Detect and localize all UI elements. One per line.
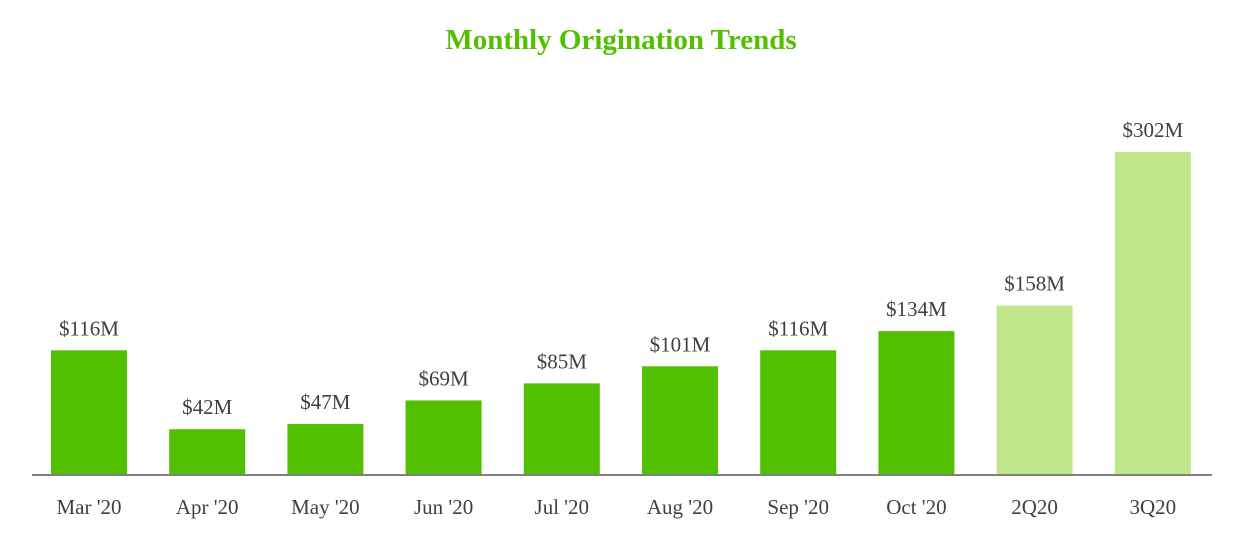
data-label: $116M <box>59 316 119 340</box>
data-label: $69M <box>419 366 470 390</box>
bar <box>642 366 718 474</box>
data-label: $134M <box>886 297 947 321</box>
data-label: $42M <box>182 395 233 419</box>
bar <box>169 429 246 474</box>
x-tick-label: 3Q20 <box>1129 495 1176 519</box>
bar <box>1114 152 1191 474</box>
x-tick-label: Jul '20 <box>535 495 590 519</box>
data-label: $302M <box>1122 118 1183 142</box>
data-label: $116M <box>768 316 828 340</box>
x-tick-label: 2Q20 <box>1011 495 1058 519</box>
x-tick-label: Sep '20 <box>767 495 829 519</box>
bar <box>523 383 600 474</box>
bar <box>287 423 364 474</box>
bar <box>405 400 482 474</box>
data-label: $85M <box>537 349 588 373</box>
data-label: $47M <box>300 390 351 414</box>
x-tick-label: Oct '20 <box>886 495 946 519</box>
x-tick-label: Aug '20 <box>647 495 713 519</box>
x-tick-label: May '20 <box>291 495 360 519</box>
x-tick-label: Mar '20 <box>56 495 121 519</box>
data-label: $101M <box>650 332 711 356</box>
data-label: $158M <box>1004 272 1065 296</box>
chart-title: Monthly Origination Trends <box>445 24 797 56</box>
bar <box>996 305 1073 474</box>
x-tick-label: Jun '20 <box>414 495 473 519</box>
bar <box>878 331 955 474</box>
bar <box>760 350 837 474</box>
x-tick-label: Apr '20 <box>176 495 239 519</box>
bar <box>51 350 127 474</box>
